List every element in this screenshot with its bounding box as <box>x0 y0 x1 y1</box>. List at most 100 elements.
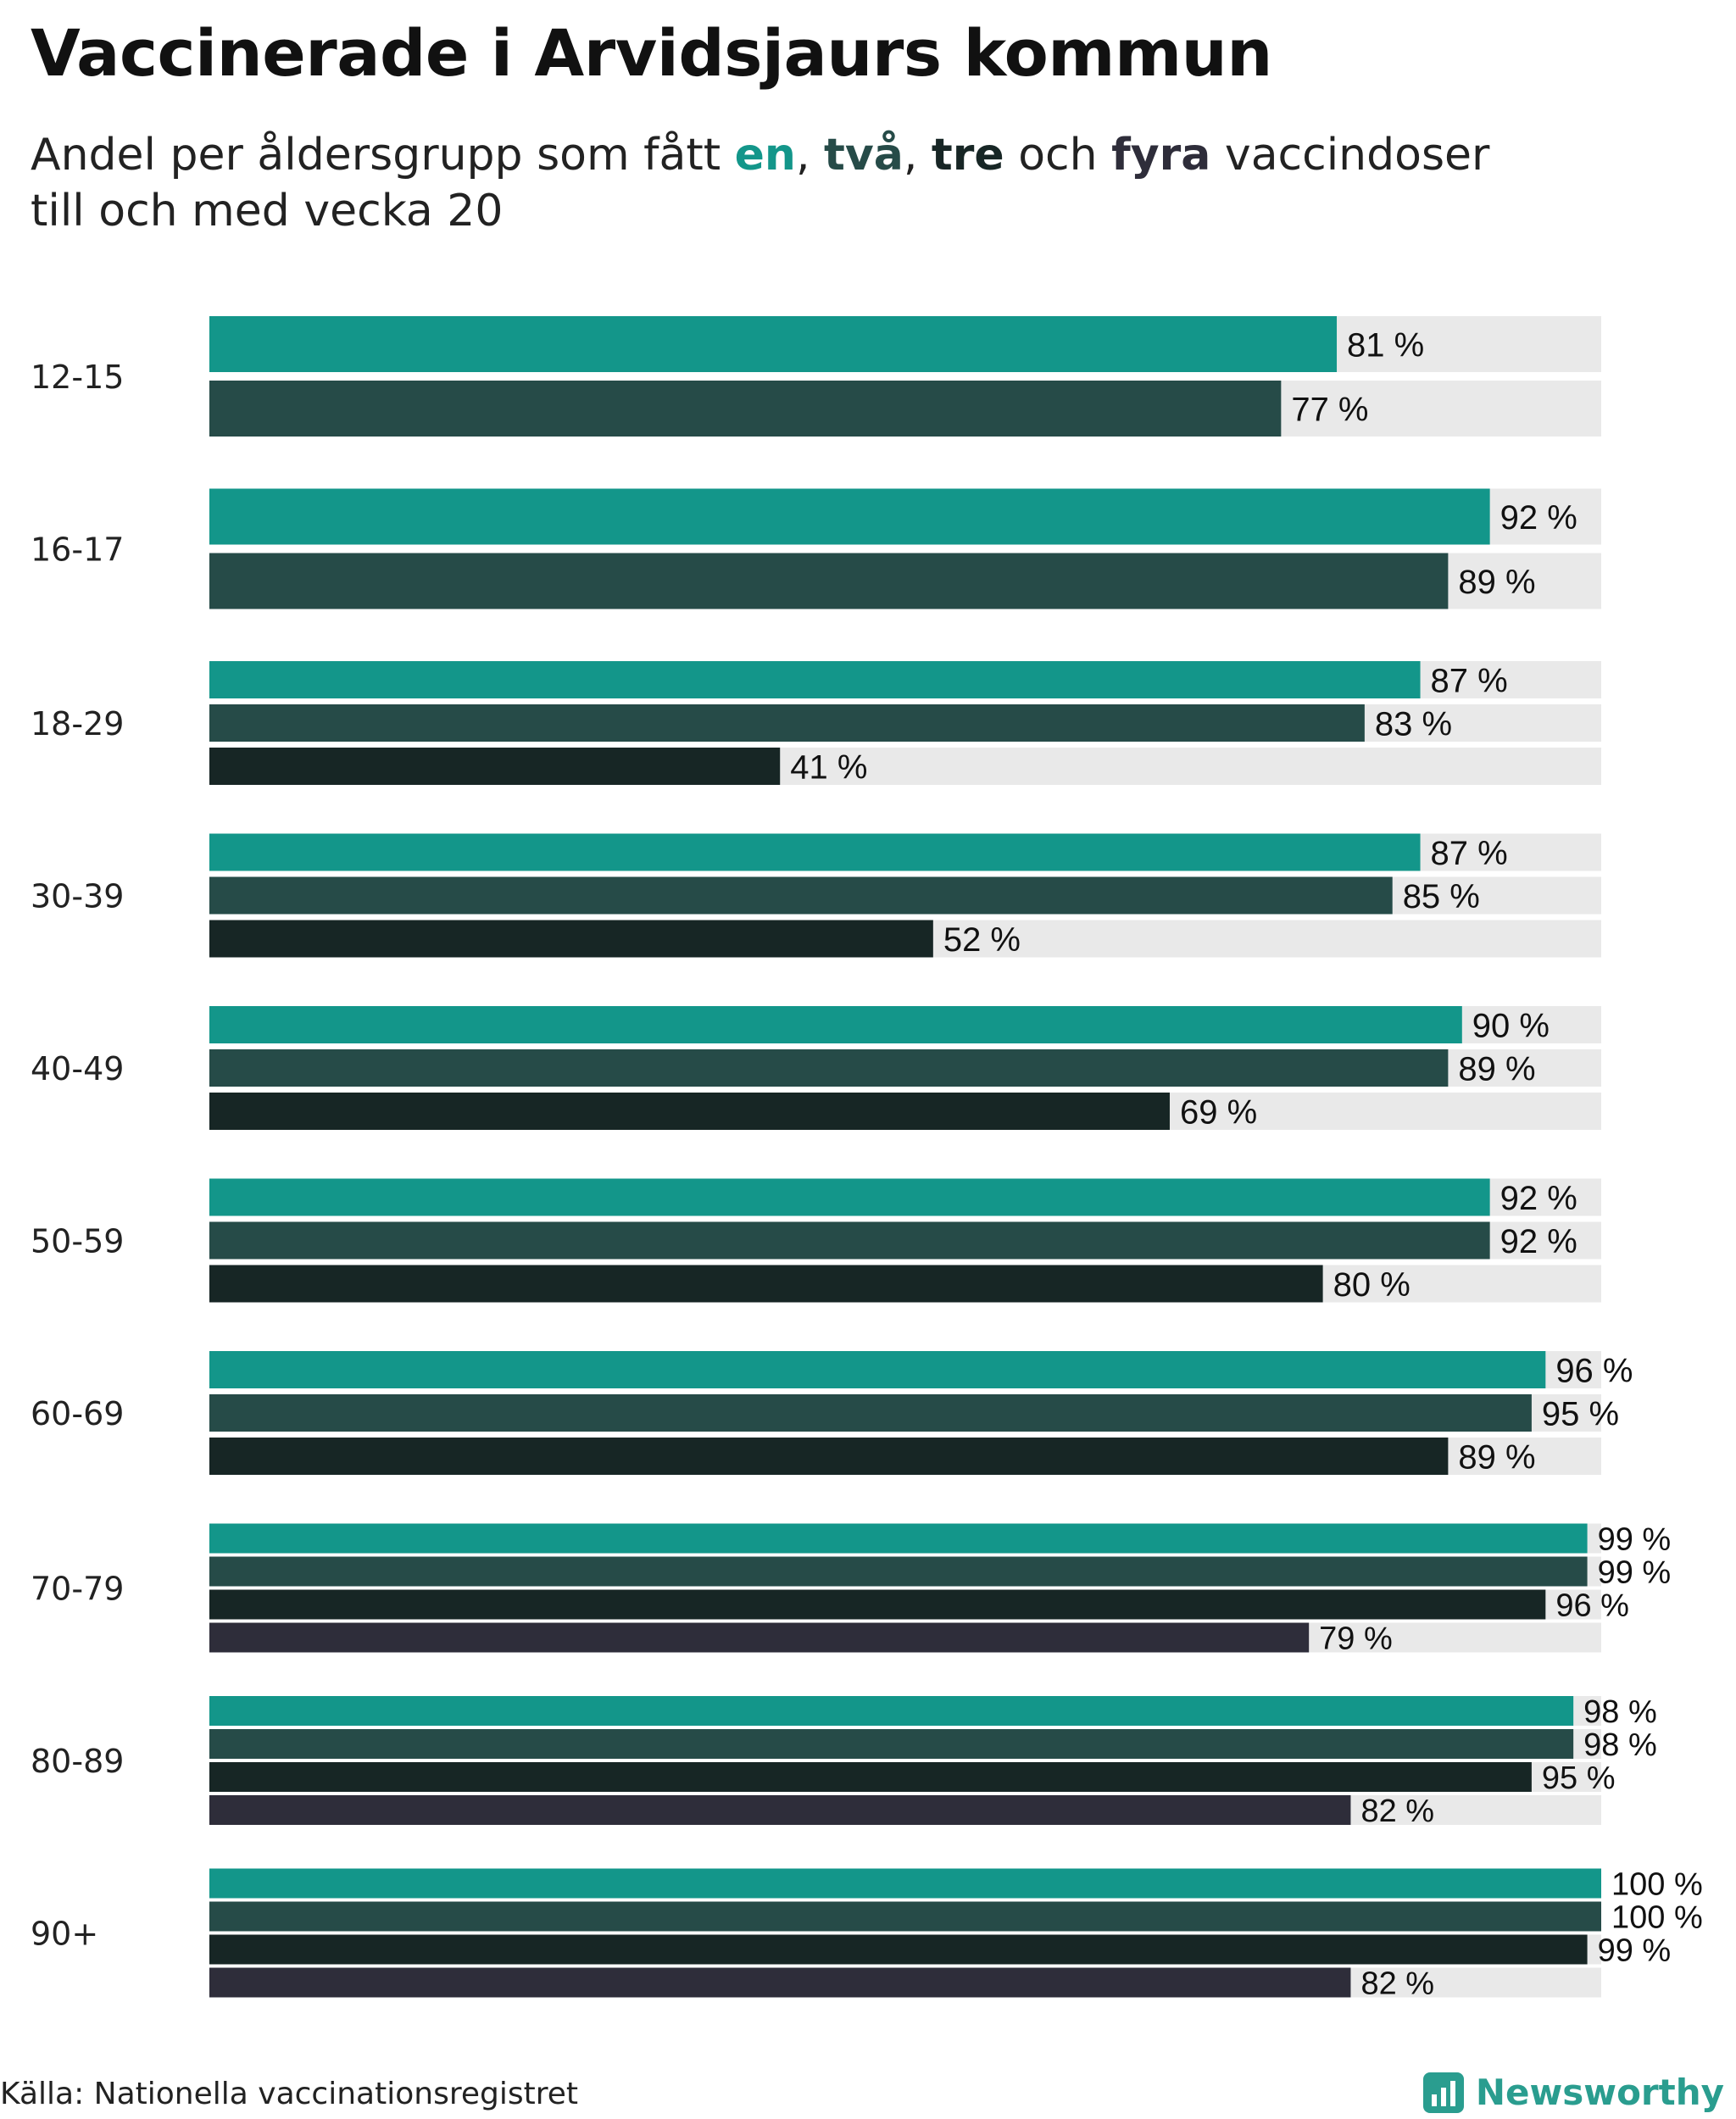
category-label: 30-39 <box>31 878 124 915</box>
bar-tva <box>209 704 1365 742</box>
category-label: 40-49 <box>31 1050 124 1087</box>
legend-tva: två <box>824 130 904 181</box>
data-label: 89 % <box>1458 564 1535 601</box>
category-label: 90+ <box>31 1916 98 1953</box>
data-label: 99 % <box>1598 1522 1672 1558</box>
source-note: Källa: Nationella vaccinationsregistret <box>0 2077 578 2111</box>
data-label: 80 % <box>1333 1266 1410 1304</box>
data-label: 69 % <box>1180 1093 1257 1131</box>
bar-tre <box>209 1265 1323 1303</box>
subtitle-line-2: till och med vecka 20 <box>31 186 504 236</box>
bar-tva <box>209 876 1393 915</box>
bar-en <box>209 661 1421 698</box>
legend-fyra: fyra <box>1111 130 1211 181</box>
bar-group: 50-59 92 % 92 % 80 % <box>31 1178 1601 1304</box>
data-label: 77 % <box>1291 391 1368 428</box>
bar-tre <box>209 1934 1588 1965</box>
bar-group: 16-17 92 % 89 % <box>31 488 1601 609</box>
data-label: 92 % <box>1500 1223 1577 1260</box>
bar-tre <box>209 1762 1532 1792</box>
category-label: 60-69 <box>31 1395 124 1432</box>
subtitle-separator: , <box>903 130 932 181</box>
bar-group: 30-39 87 % 85 % 52 % <box>31 833 1601 959</box>
data-label: 96 % <box>1555 1352 1633 1389</box>
bar-group: 60-69 96 % 95 %89 % <box>31 1351 1633 1476</box>
data-label: 79 % <box>1319 1621 1393 1657</box>
bar-tva <box>209 1221 1490 1260</box>
bar-en <box>209 1868 1601 1899</box>
data-label: 41 % <box>790 748 867 786</box>
bar-chart: 12-15 81 % 77 % 16-17 92 % 89 % 18-29 87 % 83 % 4… <box>31 316 1703 2002</box>
bar-en <box>209 316 1338 372</box>
bar-tva <box>209 1729 1574 1759</box>
category-label: 18-29 <box>31 705 124 742</box>
legend-en: en <box>734 130 796 181</box>
bar-tre <box>209 1093 1170 1130</box>
bar-group: 12-15 81 % 77 % <box>31 316 1601 437</box>
data-label: 89 % <box>1458 1438 1535 1476</box>
data-label: 82 % <box>1360 1966 1434 2002</box>
data-label: 87 % <box>1431 835 1508 872</box>
category-label: 50-59 <box>31 1223 124 1260</box>
category-label: 80-89 <box>31 1743 124 1780</box>
data-label: 92 % <box>1500 499 1577 537</box>
data-label: 95 % <box>1542 1395 1619 1432</box>
bar-en <box>209 1351 1546 1388</box>
chart-subtitle: Andel per åldersgrupp som fått en, två, … <box>31 127 1641 239</box>
brand-logo: Newsworthy <box>1422 2072 1724 2113</box>
bar-tre <box>209 920 933 958</box>
data-label: 52 % <box>943 921 1021 959</box>
data-label: 85 % <box>1403 878 1480 915</box>
data-label: 90 % <box>1472 1007 1550 1044</box>
data-label: 100 % <box>1611 1900 1703 1936</box>
chart-title: Vaccinerade i Arvidsjaurs kommun <box>31 15 1272 91</box>
data-label: 96 % <box>1555 1588 1629 1624</box>
bar-tva <box>209 1394 1532 1432</box>
data-label: 98 % <box>1583 1694 1657 1730</box>
data-label: 99 % <box>1598 1555 1672 1591</box>
bar-tva <box>209 1556 1588 1587</box>
legend-tre: tre <box>931 130 1004 181</box>
subtitle-line-1: Andel per åldersgrupp som fått en, två, … <box>31 127 1641 183</box>
data-label: 82 % <box>1360 1794 1434 1829</box>
subtitle-prefix: Andel per åldersgrupp som fått <box>31 130 735 181</box>
bar-en <box>209 1523 1588 1554</box>
bar-tva <box>209 553 1449 609</box>
bar-tva <box>209 381 1282 437</box>
bar-fyra <box>209 1967 1351 1998</box>
bar-group: 90+100 %100 %99 %82 % <box>31 1867 1703 2002</box>
brand-name: Newsworthy <box>1475 2072 1724 2113</box>
bar-en <box>209 1696 1574 1726</box>
bar-tva <box>209 1901 1601 1932</box>
data-label: 95 % <box>1542 1760 1616 1796</box>
data-label: 87 % <box>1431 662 1508 699</box>
data-label: 92 % <box>1500 1180 1577 1217</box>
data-label: 83 % <box>1375 705 1452 742</box>
category-label: 16-17 <box>31 531 124 569</box>
data-label: 89 % <box>1458 1050 1535 1087</box>
data-label: 98 % <box>1583 1727 1657 1763</box>
bar-en <box>209 488 1490 545</box>
data-label: 100 % <box>1611 1867 1703 1903</box>
bar-tre <box>209 1589 1546 1620</box>
category-label: 12-15 <box>31 359 124 396</box>
category-label: 70-79 <box>31 1571 124 1608</box>
bar-group: 40-49 90 % 89 % 69 % <box>31 1006 1601 1131</box>
bar-fyra <box>209 1795 1351 1825</box>
bar-tre <box>209 748 781 785</box>
bar-en <box>209 1178 1490 1216</box>
subtitle-separator: , <box>795 130 825 181</box>
bar-fyra <box>209 1622 1310 1653</box>
bar-group: 18-29 87 % 83 % 41 % <box>31 661 1601 786</box>
data-label: 99 % <box>1598 1933 1672 1969</box>
bar-tva <box>209 1049 1449 1087</box>
bar-en <box>209 1006 1462 1043</box>
subtitle-and: och <box>1004 130 1112 181</box>
bar-tre <box>209 1438 1449 1475</box>
subtitle-suffix: vaccindoser <box>1210 130 1490 181</box>
bar-en <box>209 833 1421 871</box>
newsworthy-logo-icon <box>1422 2072 1464 2113</box>
data-label: 81 % <box>1347 326 1424 364</box>
